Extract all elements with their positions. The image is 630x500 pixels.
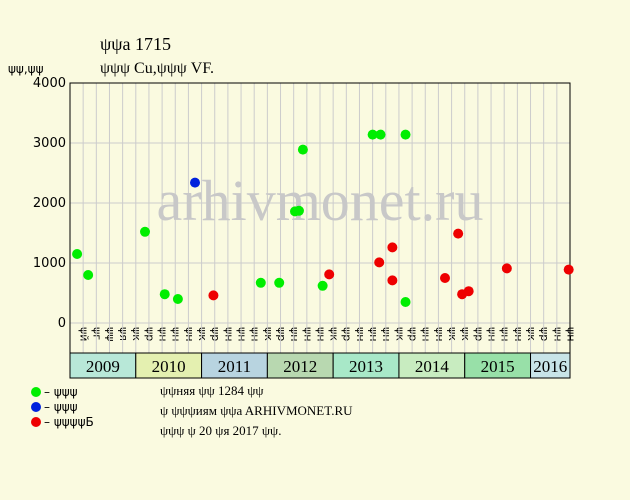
data-point bbox=[140, 226, 150, 237]
column-label: ψр bbox=[341, 327, 354, 341]
column-label: ψн bbox=[235, 327, 248, 341]
column-label: ψн bbox=[499, 327, 512, 341]
data-point bbox=[440, 273, 450, 283]
chart-title: ψψa 1715 bbox=[100, 34, 171, 54]
y-tick-label: 1000 bbox=[33, 256, 66, 271]
data-point bbox=[501, 263, 512, 274]
column-label: ψк bbox=[459, 327, 472, 341]
legend-label: – ψψψ bbox=[44, 400, 78, 414]
y-tick-label: 0 bbox=[58, 316, 66, 331]
data-point bbox=[274, 277, 285, 288]
column-label: ψк bbox=[328, 327, 341, 341]
column-label: ψр bbox=[143, 327, 156, 341]
data-point bbox=[387, 275, 398, 286]
column-label: ψк bbox=[393, 327, 406, 341]
column-label: ψн bbox=[222, 327, 235, 341]
note: ψψψ ψ 20 ψя 2017 ψψ. bbox=[160, 423, 281, 438]
column-label: ψр bbox=[407, 327, 420, 341]
legend-label: – ψψψ bbox=[44, 385, 78, 399]
column-label: ψн bbox=[170, 327, 183, 341]
data-point bbox=[400, 297, 411, 307]
data-point bbox=[159, 289, 170, 300]
year-band bbox=[69, 352, 137, 379]
column-label: ψк bbox=[196, 327, 209, 341]
note: ψψняя ψψ 1284 ψψ bbox=[160, 383, 264, 398]
chart-subtitle: ψψψ Cu,ψψψ VF. bbox=[100, 60, 214, 77]
year-label: 2011 bbox=[218, 357, 251, 376]
column-label: ψн bbox=[288, 327, 301, 341]
y-tick-label: 4000 bbox=[33, 76, 66, 91]
column-label: ψр bbox=[472, 327, 485, 341]
y-tick-label: 3000 bbox=[33, 136, 66, 151]
note: ψ ψψψиям ψψa ARHIVMONET.RU bbox=[160, 403, 353, 418]
data-point bbox=[387, 242, 398, 253]
column-label: ψк bbox=[130, 327, 143, 341]
data-point bbox=[172, 294, 183, 304]
column-label: ψр bbox=[538, 327, 551, 341]
data-point bbox=[563, 264, 574, 275]
column-label: ψψ bbox=[104, 327, 117, 342]
column-label: ψк bbox=[262, 327, 275, 341]
data-point bbox=[317, 280, 328, 291]
data-point bbox=[297, 144, 308, 155]
y-axis-label: ψψ,ψψ bbox=[8, 62, 44, 76]
data-point bbox=[463, 286, 474, 297]
data-point bbox=[72, 249, 83, 259]
data-point bbox=[375, 129, 386, 140]
column-label: ψн bbox=[183, 327, 196, 341]
data-point bbox=[374, 257, 385, 268]
column-label: ψр bbox=[209, 327, 222, 341]
year-label: 2013 bbox=[349, 357, 383, 376]
column-label: ψк bbox=[525, 327, 538, 341]
year-label: 2009 bbox=[86, 357, 120, 376]
year-band bbox=[135, 352, 203, 379]
column-label: ψк bbox=[446, 327, 459, 341]
column-label: ψн bbox=[380, 327, 393, 341]
column-label: ψр bbox=[275, 327, 288, 341]
year-band bbox=[464, 352, 532, 379]
year-label: 2012 bbox=[283, 357, 317, 376]
column-label: ψн bbox=[249, 327, 262, 341]
legend-marker bbox=[31, 402, 41, 412]
data-point bbox=[208, 290, 219, 301]
column-label: ψн bbox=[512, 327, 525, 341]
legend-label: – ψψψψБ bbox=[44, 415, 94, 429]
data-point bbox=[83, 270, 94, 280]
column-label: ψн bbox=[157, 327, 170, 341]
year-label: 2016 bbox=[533, 357, 567, 376]
year-label: 2015 bbox=[481, 357, 515, 376]
column-label: ψн bbox=[433, 327, 446, 341]
year-band bbox=[201, 352, 268, 379]
column-label: ψн bbox=[301, 327, 314, 341]
column-label: ψг bbox=[91, 327, 104, 340]
column-label: ψн bbox=[367, 327, 380, 341]
year-label: 2010 bbox=[152, 357, 186, 376]
column-label: ψн bbox=[354, 327, 367, 341]
data-point bbox=[255, 277, 266, 288]
data-point bbox=[293, 205, 304, 216]
legend-marker bbox=[31, 387, 41, 397]
column-label: ψн bbox=[420, 327, 433, 341]
column-label: ψя bbox=[117, 327, 130, 341]
column-label: ψй bbox=[78, 327, 91, 341]
legend-marker bbox=[31, 417, 41, 427]
data-point bbox=[324, 269, 335, 280]
column-label: ψн bbox=[314, 327, 327, 341]
data-point bbox=[190, 177, 200, 188]
watermark: arhivmonet.ru bbox=[157, 168, 484, 233]
column-label: ψн bbox=[485, 327, 498, 341]
data-point bbox=[367, 129, 378, 140]
column-label: ψн bbox=[564, 327, 577, 341]
column-label: ψн bbox=[551, 327, 564, 341]
data-point bbox=[453, 228, 464, 239]
y-tick-label: 2000 bbox=[33, 196, 66, 211]
data-point bbox=[400, 129, 411, 140]
year-label: 2014 bbox=[415, 357, 450, 376]
year-band bbox=[530, 352, 571, 379]
